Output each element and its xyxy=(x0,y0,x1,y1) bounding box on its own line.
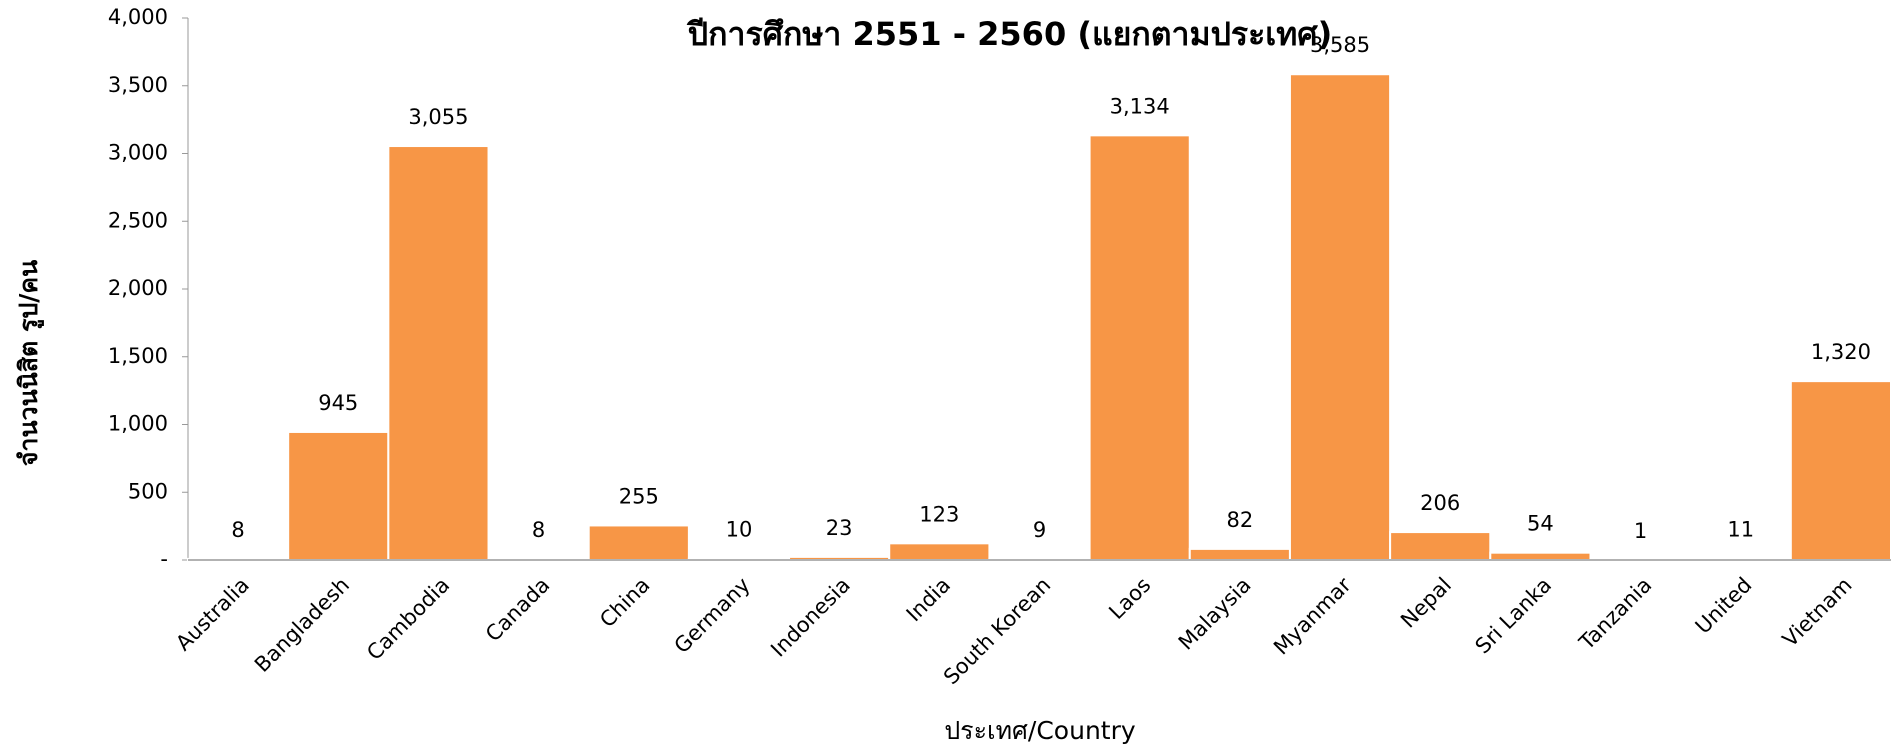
y-tick-label: 3,500 xyxy=(108,73,168,97)
value-label: 9 xyxy=(1033,518,1046,542)
bar xyxy=(888,542,991,561)
x-tick-label: Cambodia xyxy=(362,573,454,665)
value-label: 3,585 xyxy=(1310,33,1370,57)
x-axis-title: ประเทศ/Country xyxy=(944,716,1136,745)
value-label: 8 xyxy=(231,518,244,542)
bar xyxy=(1389,531,1492,561)
x-tick-label: India xyxy=(902,573,955,626)
bar xyxy=(1288,73,1392,561)
y-tick-label: 1,500 xyxy=(108,344,168,368)
x-tick-label: Malaysia xyxy=(1174,573,1256,655)
bar xyxy=(1789,380,1892,562)
x-tick-label: Indonesia xyxy=(766,573,855,662)
value-label: 945 xyxy=(318,391,358,415)
x-tick-label: China xyxy=(595,573,654,632)
y-tick-label: 2,500 xyxy=(108,208,168,232)
value-label: 10 xyxy=(726,518,753,542)
y-tick-label: 1,000 xyxy=(108,412,168,436)
x-tick-label: Canada xyxy=(481,573,554,646)
x-tick-label: United xyxy=(1691,573,1757,639)
y-tick-label: - xyxy=(160,547,168,571)
value-label: 123 xyxy=(919,502,959,526)
x-tick-label: Vietnam xyxy=(1778,573,1857,652)
y-tick-label: 4,000 xyxy=(108,5,168,29)
bar xyxy=(387,145,490,562)
y-tick-label: 500 xyxy=(128,479,168,503)
value-label: 54 xyxy=(1527,512,1554,536)
value-label: 3,055 xyxy=(408,105,468,129)
value-label: 206 xyxy=(1420,491,1460,515)
bar xyxy=(287,430,390,562)
bar xyxy=(1088,134,1191,562)
bar xyxy=(587,524,690,562)
x-tick-label: Germany xyxy=(670,573,755,658)
chart-title: ปีการศึกษา 2551 - 2560 (แยกตามประเทศ) xyxy=(686,15,1332,53)
x-tick-label: South Korean xyxy=(939,573,1055,689)
x-tick-label: Myanmar xyxy=(1269,573,1356,660)
value-label: 8 xyxy=(532,518,545,542)
y-axis-title: จำนวนนิสิต รูป/คน xyxy=(14,260,45,466)
value-label: 82 xyxy=(1226,508,1253,532)
value-label: 1 xyxy=(1634,519,1647,543)
y-tick-label: 2,000 xyxy=(108,276,168,300)
value-label: 1,320 xyxy=(1811,340,1871,364)
value-label: 23 xyxy=(826,516,853,540)
x-tick-label: Tanzania xyxy=(1574,573,1656,655)
value-label: 11 xyxy=(1727,518,1754,542)
x-tick-label: Sri Lanka xyxy=(1471,573,1557,659)
bar xyxy=(1188,547,1291,561)
value-label: 3,134 xyxy=(1110,94,1170,118)
x-tick-label: Laos xyxy=(1104,573,1155,624)
x-tick-label: Nepal xyxy=(1396,573,1456,633)
x-tick-label: Australia xyxy=(171,573,254,656)
value-label: 255 xyxy=(619,484,659,508)
x-tick-label: Bangladesh xyxy=(250,573,354,677)
y-tick-label: 3,000 xyxy=(108,141,168,165)
bar xyxy=(1489,551,1592,561)
